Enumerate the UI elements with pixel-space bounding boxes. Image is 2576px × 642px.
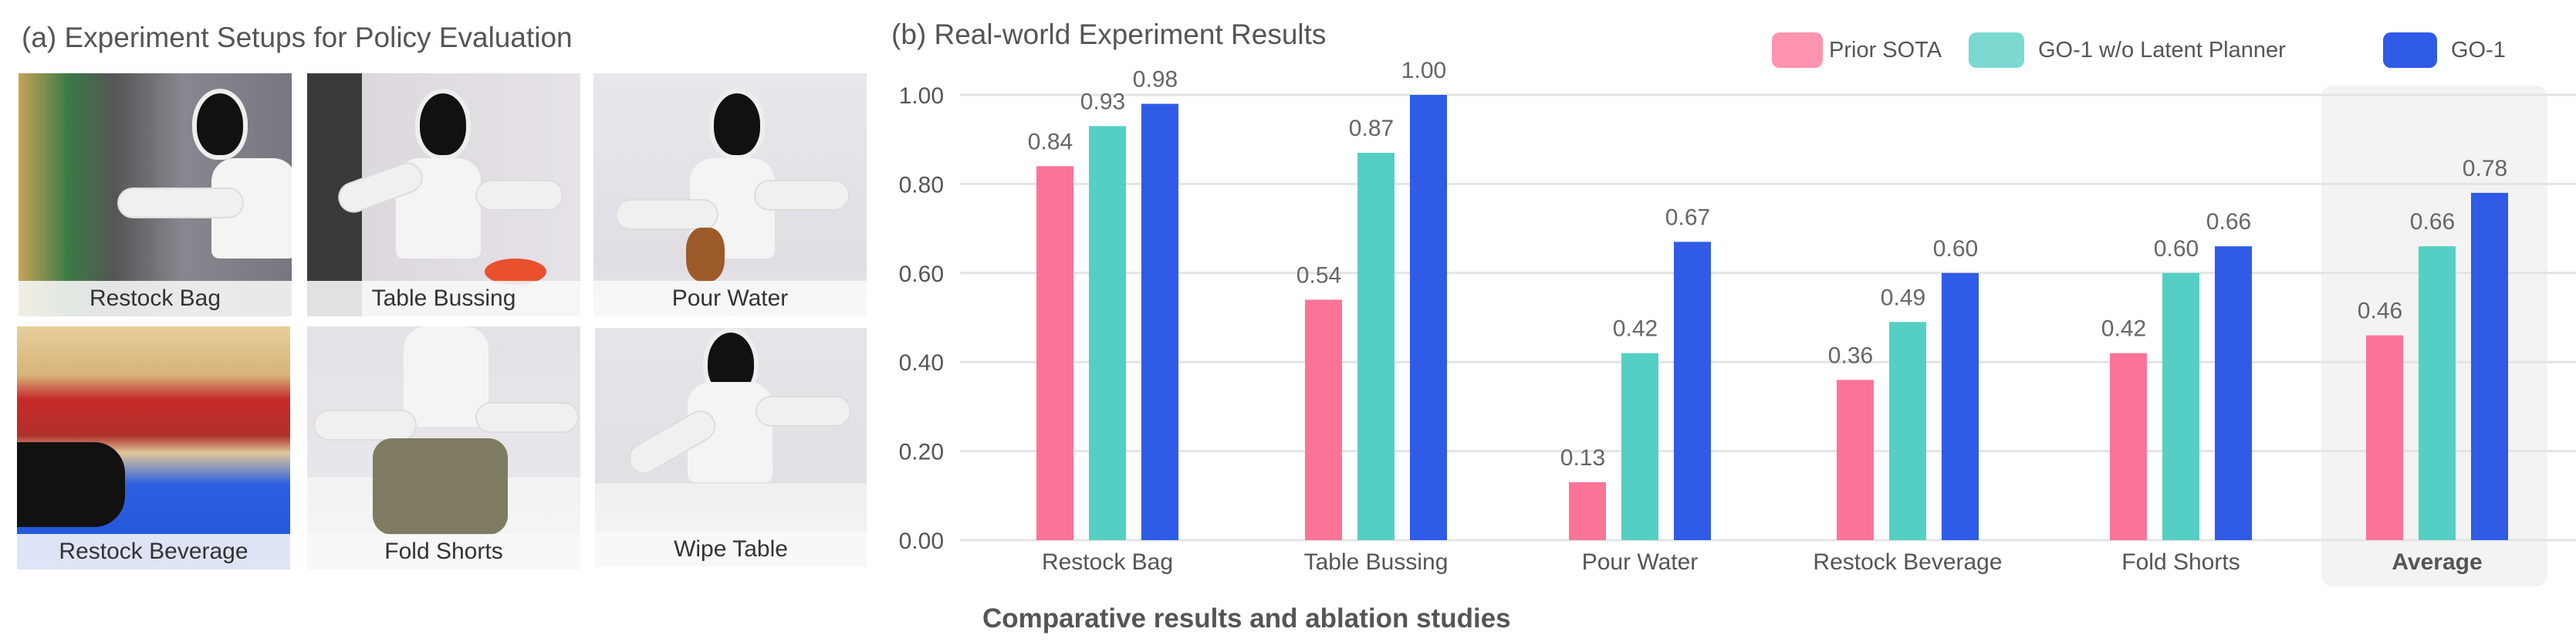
bar-prior-sota xyxy=(2110,353,2147,540)
bar-go-1 xyxy=(2215,246,2252,540)
bar-prior-sota xyxy=(2366,335,2403,540)
bar-go-1-w-o-latent-planner xyxy=(1357,153,1394,540)
x-tick-label: Fold Shorts xyxy=(2121,549,2240,575)
data-label: 1.00 xyxy=(1401,58,1446,83)
photo-fold-shorts: Fold Shorts xyxy=(307,326,580,569)
legend-item-go1-no-planner: GO-1 w/o Latent Planner xyxy=(1969,32,2286,68)
photo-label: Wipe Table xyxy=(595,532,867,567)
data-label: 0.60 xyxy=(2154,236,2199,262)
photo-label: Restock Bag xyxy=(19,281,292,316)
legend-swatch xyxy=(1772,32,1823,68)
bar-go-1-w-o-latent-planner xyxy=(1889,322,1926,540)
data-label: 0.66 xyxy=(2410,209,2455,235)
legend-label: GO-1 w/o Latent Planner xyxy=(2038,37,2286,63)
y-tick-label: 0.00 xyxy=(899,529,944,554)
y-tick-label: 0.20 xyxy=(899,440,944,465)
data-label: 0.84 xyxy=(1028,129,1073,154)
photo-label: Fold Shorts xyxy=(307,534,580,569)
x-tick-label: Restock Bag xyxy=(1042,549,1173,575)
x-tick-label: Average xyxy=(2392,549,2482,575)
data-label: 0.98 xyxy=(1133,67,1178,93)
data-label: 0.49 xyxy=(1881,285,1925,310)
bar-prior-sota xyxy=(1305,299,1342,540)
bar-go-1 xyxy=(1410,95,1447,540)
bar-prior-sota xyxy=(1837,380,1874,540)
photo-label: Restock Beverage xyxy=(17,534,290,569)
data-label: 0.67 xyxy=(1665,204,1710,230)
data-label: 0.13 xyxy=(1560,445,1605,471)
photo-label: Table Bussing xyxy=(307,281,580,316)
photo-pour-water: Pour Water xyxy=(593,73,867,316)
data-label: 0.54 xyxy=(1296,262,1341,288)
photo-restock-beverage: Restock Beverage xyxy=(17,326,290,569)
y-tick-label: 0.60 xyxy=(899,262,944,287)
bar-go-1 xyxy=(1942,272,1979,540)
data-label: 0.42 xyxy=(1613,316,1658,342)
data-label: 0.78 xyxy=(2463,156,2507,181)
x-tick-label: Restock Beverage xyxy=(1813,549,2002,575)
bar-go-1 xyxy=(1674,242,1711,540)
y-tick-label: 0.80 xyxy=(899,172,944,198)
bar-go-1-w-o-latent-planner xyxy=(2419,246,2456,540)
photo-wipe-table: Wipe Table xyxy=(595,328,867,567)
photo-label: Pour Water xyxy=(593,281,867,316)
legend-label: GO-1 xyxy=(2451,37,2506,63)
legend-swatch xyxy=(1969,32,2024,68)
data-label: 0.93 xyxy=(1080,89,1125,114)
figure-caption: Comparative results and ablation studies xyxy=(982,603,1511,634)
bar-go-1 xyxy=(2471,192,2508,540)
y-tick-label: 0.40 xyxy=(899,350,944,376)
bar-prior-sota xyxy=(1036,166,1073,540)
photo-table-bussing: Table Bussing xyxy=(307,73,580,316)
bar-go-1-w-o-latent-planner xyxy=(2162,272,2199,540)
legend-item-prior-sota: Prior SOTA xyxy=(1772,32,1942,68)
data-label: 0.42 xyxy=(2101,316,2146,342)
legend-label: Prior SOTA xyxy=(1829,37,1942,63)
legend-swatch xyxy=(2383,32,2437,68)
data-label: 0.66 xyxy=(2206,209,2251,235)
data-label: 0.36 xyxy=(1828,343,1873,368)
y-tick-label: 1.00 xyxy=(899,83,944,109)
data-label: 0.87 xyxy=(1349,116,1394,141)
photo-restock-bag: Restock Bag xyxy=(19,73,292,316)
bar-go-1-w-o-latent-planner xyxy=(1621,353,1658,540)
x-tick-label: Table Bussing xyxy=(1304,549,1449,575)
bar-prior-sota xyxy=(1569,482,1606,540)
bar-go-1-w-o-latent-planner xyxy=(1089,126,1126,540)
data-label: 0.46 xyxy=(2358,299,2402,324)
legend-item-go1: GO-1 xyxy=(2383,32,2506,68)
panel-a-title: (a) Experiment Setups for Policy Evaluat… xyxy=(22,22,573,53)
data-label: 0.60 xyxy=(1933,236,1978,262)
bar-go-1 xyxy=(1141,103,1178,541)
chart-title: (b) Real-world Experiment Results xyxy=(891,19,1327,50)
x-tick-label: Pour Water xyxy=(1582,549,1699,575)
